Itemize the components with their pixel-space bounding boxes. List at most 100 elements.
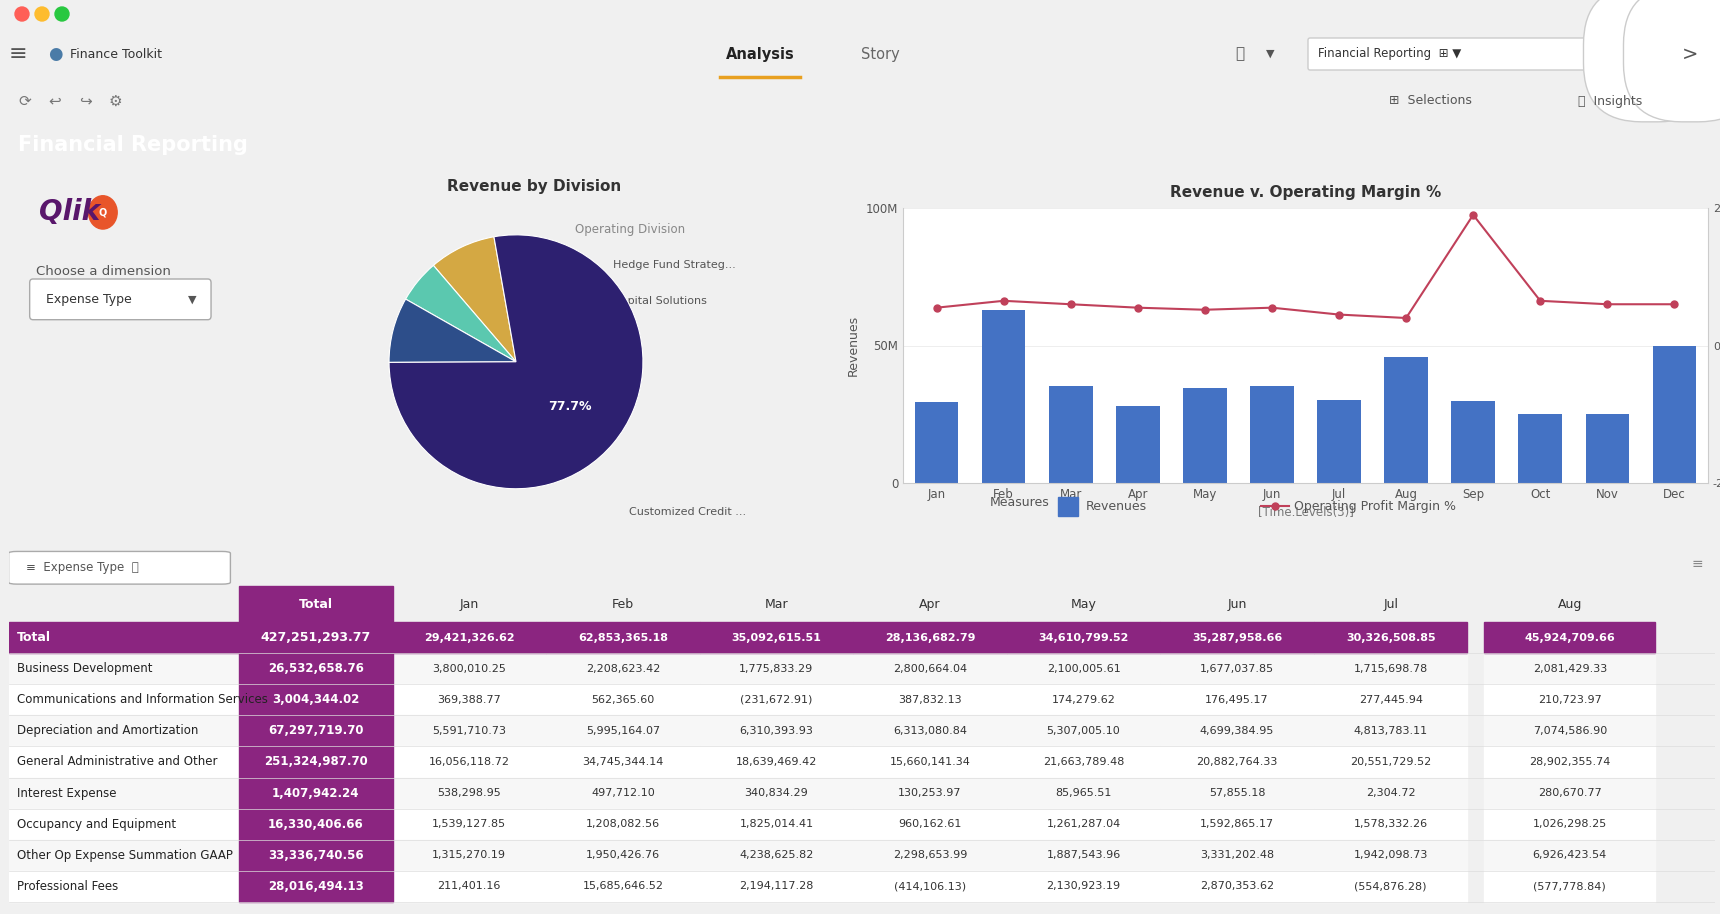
Bar (1006, 871, 1161, 902)
Text: Measures: Measures (989, 495, 1049, 509)
Text: Depreciation and Amortization: Depreciation and Amortization (17, 725, 198, 738)
Bar (239, 840, 392, 871)
Text: 33,336,740.56: 33,336,740.56 (268, 849, 363, 862)
Text: Story: Story (860, 47, 900, 61)
Text: 28,016,494.13: 28,016,494.13 (268, 879, 363, 893)
Text: ⚙: ⚙ (108, 93, 122, 109)
Text: 2,100,005.61: 2,100,005.61 (1047, 664, 1120, 674)
Bar (1484, 716, 1655, 747)
Text: Apr: Apr (918, 598, 941, 611)
Text: 28,136,682.79: 28,136,682.79 (884, 632, 975, 643)
Bar (239, 654, 392, 685)
Bar (1314, 716, 1467, 747)
Text: 34,610,799.52: 34,610,799.52 (1039, 632, 1128, 643)
Bar (392, 871, 545, 902)
Text: 67,297,719.70: 67,297,719.70 (268, 725, 363, 738)
Text: Total: Total (17, 632, 52, 644)
Text: 1,592,865.17: 1,592,865.17 (1201, 819, 1275, 829)
Text: 1,942,098.73: 1,942,098.73 (1354, 850, 1428, 860)
Bar (853, 778, 1006, 809)
Text: Hedge Fund Strateg...: Hedge Fund Strateg... (614, 260, 736, 270)
Text: 210,723.97: 210,723.97 (1538, 695, 1601, 705)
Text: 176,495.17: 176,495.17 (1206, 695, 1269, 705)
Bar (915, 402, 958, 483)
Text: Business Development: Business Development (17, 663, 153, 675)
Wedge shape (406, 265, 516, 362)
Text: Occupancy and Equipment: Occupancy and Equipment (17, 818, 175, 831)
Bar (1161, 871, 1314, 902)
Text: ●: ● (48, 45, 62, 63)
Text: 2,194,117.28: 2,194,117.28 (740, 881, 814, 891)
Bar (1484, 747, 1655, 778)
Text: Analysis: Analysis (726, 47, 795, 61)
Bar (1006, 840, 1161, 871)
Bar (700, 840, 853, 871)
Text: 20,882,764.33: 20,882,764.33 (1197, 757, 1278, 767)
Bar (1006, 654, 1161, 685)
Text: 5,591,710.73: 5,591,710.73 (432, 726, 506, 736)
Text: 5,995,164.07: 5,995,164.07 (587, 726, 660, 736)
Bar (545, 871, 700, 902)
Text: 562,365.60: 562,365.60 (592, 695, 655, 705)
Text: ⟳: ⟳ (19, 93, 31, 109)
Text: Finance Toolkit: Finance Toolkit (71, 48, 162, 60)
Text: 1,825,014.41: 1,825,014.41 (740, 819, 814, 829)
Bar (700, 654, 853, 685)
Bar (1314, 685, 1467, 716)
Text: 26,532,658.76: 26,532,658.76 (268, 663, 363, 675)
Text: 1,950,426.76: 1,950,426.76 (587, 850, 660, 860)
Text: 211,401.16: 211,401.16 (437, 881, 501, 891)
Text: Capital Solutions: Capital Solutions (614, 296, 707, 306)
Text: 277,445.94: 277,445.94 (1359, 695, 1422, 705)
Bar (545, 840, 700, 871)
Text: Feb: Feb (612, 598, 635, 611)
Bar (853, 622, 1006, 654)
Text: 📊  Insights: 📊 Insights (1577, 94, 1643, 108)
Bar (1452, 400, 1495, 483)
Bar (1484, 622, 1655, 654)
Text: 1,407,942.24: 1,407,942.24 (272, 787, 359, 800)
Bar (1314, 778, 1467, 809)
Text: 1,578,332.26: 1,578,332.26 (1354, 819, 1428, 829)
Bar (9, 809, 239, 840)
Bar (392, 622, 545, 654)
Text: 2,298,653.99: 2,298,653.99 (893, 850, 967, 860)
Bar (1116, 406, 1159, 483)
Bar (392, 747, 545, 778)
Bar (239, 747, 392, 778)
Text: 57,855.18: 57,855.18 (1209, 788, 1266, 798)
Bar (1484, 654, 1655, 685)
Text: 1,887,543.96: 1,887,543.96 (1046, 850, 1121, 860)
Bar (853, 747, 1006, 778)
Bar (1161, 685, 1314, 716)
Bar (9, 747, 239, 778)
Text: 6,310,393.93: 6,310,393.93 (740, 726, 814, 736)
Text: 34,745,344.14: 34,745,344.14 (581, 757, 664, 767)
FancyBboxPatch shape (1307, 38, 1612, 70)
Text: 45,924,709.66: 45,924,709.66 (1524, 632, 1615, 643)
Bar (545, 778, 700, 809)
Bar (392, 654, 545, 685)
Text: 2,800,664.04: 2,800,664.04 (893, 664, 967, 674)
Bar (9, 871, 239, 902)
Text: >: > (1682, 45, 1698, 63)
Text: 30,326,508.85: 30,326,508.85 (1345, 632, 1436, 643)
Bar (9, 685, 239, 716)
Text: 7,074,586.90: 7,074,586.90 (1533, 726, 1606, 736)
Bar (9, 716, 239, 747)
Text: 20,551,729.52: 20,551,729.52 (1350, 757, 1431, 767)
X-axis label: [Time.Levels(3)]: [Time.Levels(3)] (1257, 506, 1354, 519)
Text: 4,238,625.82: 4,238,625.82 (740, 850, 814, 860)
Bar (239, 809, 392, 840)
Text: 280,670.77: 280,670.77 (1538, 788, 1601, 798)
Bar (1314, 654, 1467, 685)
Bar (1161, 809, 1314, 840)
Text: 85,965.51: 85,965.51 (1056, 788, 1111, 798)
Bar (1161, 716, 1314, 747)
Text: 3,800,010.25: 3,800,010.25 (432, 664, 506, 674)
Text: ↩: ↩ (48, 93, 62, 109)
Text: 340,834.29: 340,834.29 (745, 788, 808, 798)
Text: 427,251,293.77: 427,251,293.77 (261, 632, 372, 644)
Text: 174,279.62: 174,279.62 (1051, 695, 1116, 705)
Text: 3,004,344.02: 3,004,344.02 (272, 694, 359, 707)
